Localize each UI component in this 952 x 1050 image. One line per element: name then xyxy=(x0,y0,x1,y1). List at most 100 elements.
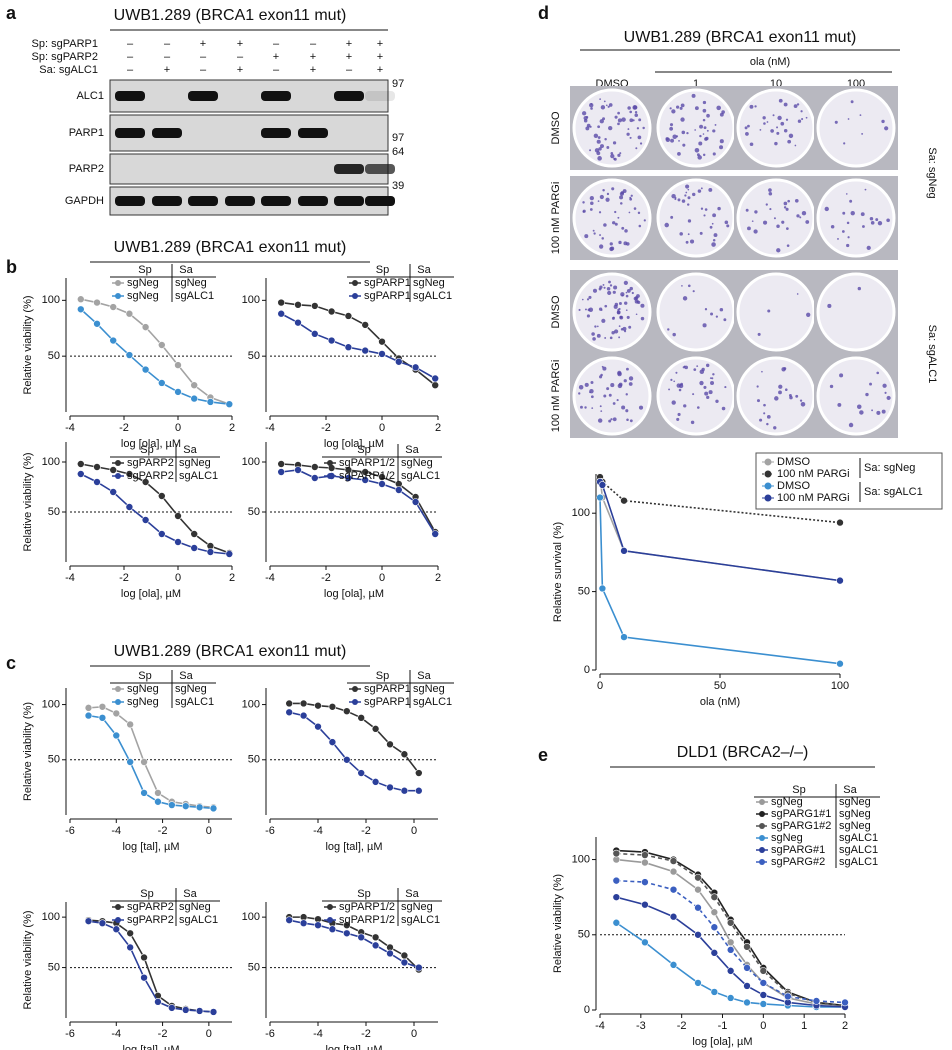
sign: + xyxy=(310,51,316,63)
colony xyxy=(765,203,768,206)
colony xyxy=(864,188,867,191)
colony xyxy=(679,106,683,110)
band xyxy=(365,196,395,206)
legend-header: Sp xyxy=(140,888,153,900)
data-point xyxy=(209,1008,218,1016)
data-point xyxy=(112,731,121,740)
legend-label: sgALC1 xyxy=(413,696,452,708)
legend-header: Sp xyxy=(376,264,389,276)
colony xyxy=(715,315,718,318)
colony xyxy=(700,207,704,210)
legend-marker xyxy=(327,904,333,910)
data-point xyxy=(141,323,150,331)
data-point xyxy=(195,1007,204,1015)
data-point xyxy=(174,512,182,520)
colony xyxy=(614,115,618,119)
band xyxy=(298,128,328,138)
colony xyxy=(629,136,632,139)
colony xyxy=(842,211,846,215)
colony xyxy=(699,134,702,138)
colony xyxy=(578,385,584,390)
plate xyxy=(736,88,816,168)
colony xyxy=(580,405,583,409)
colony xyxy=(621,294,624,297)
colony xyxy=(776,131,780,135)
colony xyxy=(617,118,622,123)
colony xyxy=(682,143,686,147)
colony xyxy=(709,377,712,380)
colony xyxy=(594,325,597,328)
colony xyxy=(614,329,619,334)
data-point xyxy=(726,967,735,975)
colony xyxy=(679,232,683,236)
x-tick-label: 0 xyxy=(206,825,212,837)
data-point xyxy=(357,933,366,942)
series-line xyxy=(616,849,846,1007)
y-axis-label: Relative survival (%) xyxy=(552,522,564,622)
sign: + xyxy=(346,38,352,50)
legend-box xyxy=(755,452,943,510)
colony xyxy=(794,144,797,147)
legend-header: Sa xyxy=(843,784,857,796)
colony xyxy=(745,132,749,136)
series-line xyxy=(289,916,420,971)
colony xyxy=(800,402,806,407)
colony xyxy=(702,153,706,157)
colony xyxy=(597,125,601,129)
colony xyxy=(759,418,763,422)
colony xyxy=(620,191,625,195)
data-point xyxy=(710,908,719,917)
y-tick-label: 50 xyxy=(248,506,260,518)
data-point xyxy=(98,919,107,927)
legend-label: sgPARP1/2 xyxy=(339,470,395,482)
x-tick-label: -4 xyxy=(265,422,275,434)
y-tick-label: 100 xyxy=(572,507,590,519)
data-point xyxy=(314,921,322,930)
colony xyxy=(849,199,853,203)
colony xyxy=(677,152,681,156)
colony xyxy=(712,152,716,156)
colony xyxy=(628,325,632,329)
colony xyxy=(796,293,799,295)
colony xyxy=(673,380,676,383)
x-tick-label: 0 xyxy=(379,572,385,584)
size-label: 97 xyxy=(392,132,404,144)
dose-label: ola (nM) xyxy=(750,56,790,68)
colony xyxy=(616,310,621,315)
data-point xyxy=(710,893,719,901)
data-point xyxy=(285,699,294,708)
data-point xyxy=(294,300,302,309)
series-line xyxy=(281,469,436,535)
series-line xyxy=(289,919,420,969)
colony xyxy=(778,390,782,395)
data-point xyxy=(109,488,117,496)
sign: – xyxy=(127,38,134,50)
data-point xyxy=(109,336,117,345)
data-point xyxy=(126,929,134,938)
colony xyxy=(584,234,589,239)
data-point xyxy=(112,709,121,718)
data-point xyxy=(277,298,286,307)
colony xyxy=(785,118,789,121)
legend-label: sgALC1 xyxy=(401,470,440,482)
data-point xyxy=(98,702,107,711)
colony xyxy=(715,399,719,403)
colony xyxy=(686,132,689,135)
plate xyxy=(736,178,816,258)
colony xyxy=(671,109,676,114)
data-point xyxy=(314,722,322,731)
colony xyxy=(619,152,622,155)
colony xyxy=(692,192,696,197)
colony xyxy=(783,367,787,371)
colony xyxy=(683,365,686,368)
colony xyxy=(681,130,686,135)
x-tick-label: -2 xyxy=(119,422,129,434)
y-tick-label: 50 xyxy=(248,350,260,362)
data-point xyxy=(294,318,302,327)
colony xyxy=(609,284,613,287)
colony xyxy=(634,299,639,304)
colony xyxy=(877,220,883,226)
legend-label: sgALC1 xyxy=(401,914,440,926)
colony xyxy=(837,402,842,407)
colony xyxy=(678,388,682,392)
